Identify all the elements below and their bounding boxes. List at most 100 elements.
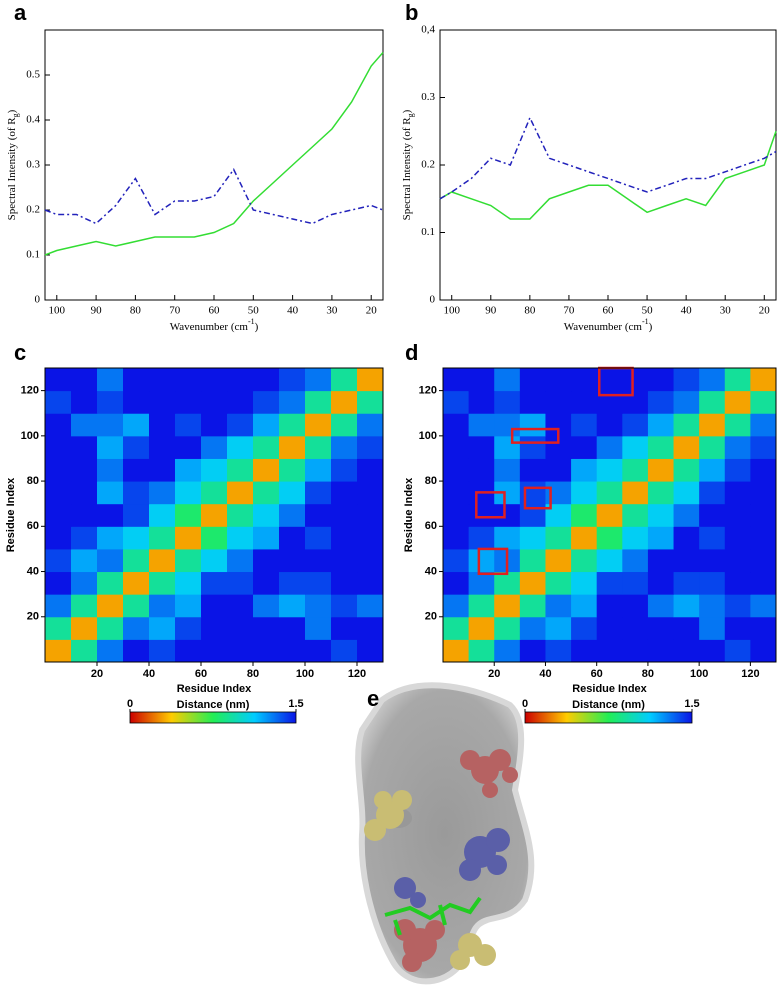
y-tick-label: 80 (425, 475, 437, 487)
heatmap-cell (123, 526, 150, 550)
heatmap-cell (750, 639, 777, 663)
x-label-end: ) (255, 321, 259, 333)
heatmap-cell (201, 435, 228, 459)
heatmap-cell (123, 390, 150, 414)
heatmap-cell (468, 503, 495, 527)
heatmap-cell (699, 413, 726, 437)
heatmap-cell (545, 526, 572, 550)
heatmap-cell (571, 503, 598, 527)
heatmap-cell (305, 435, 332, 459)
heatmap-cell (149, 594, 176, 618)
y-tick-label: 0,4 (421, 24, 435, 36)
x-tick-label: 90 (91, 305, 103, 317)
heatmap-cell (175, 639, 202, 663)
heatmap-cell (357, 639, 384, 663)
x-tick-label: 80 (130, 305, 142, 317)
x-tick-label: 100 (690, 668, 708, 680)
highlight-box (477, 547, 509, 576)
heatmap-cell (724, 458, 751, 482)
colorbar-tick-label: 1.5 (288, 698, 303, 710)
heatmap-cell (331, 368, 358, 392)
heatmap-cell (647, 571, 675, 595)
heatmap-cell (647, 458, 675, 482)
heatmap-cell (571, 368, 598, 392)
heatmap-cell (305, 458, 332, 482)
heatmap-cell (673, 526, 700, 550)
heatmap-cell (724, 639, 751, 663)
heatmap-cell (571, 458, 598, 482)
panel-label: b (405, 0, 418, 25)
heatmap-cell (494, 571, 521, 595)
heatmap-cell (123, 481, 150, 505)
x-tick-label: 70 (563, 305, 575, 317)
heatmap-cell (331, 616, 358, 640)
heatmap-cell (571, 435, 598, 459)
heatmap-cell (468, 548, 495, 573)
heatmap-cell (149, 458, 176, 482)
heatmap-cell (305, 639, 332, 663)
heatmap-cell (494, 526, 521, 550)
heatmap-cell (71, 368, 98, 392)
heatmap-cell (175, 616, 202, 640)
heatmap-cell (647, 594, 675, 618)
heatmap-cell (149, 571, 176, 595)
heatmap-cell (571, 594, 598, 618)
x-tick-label: 40 (681, 305, 693, 317)
heatmap-cell (149, 616, 176, 640)
heatmap-cell (647, 548, 675, 573)
heatmap-cell (724, 548, 751, 573)
x-tick-label: 90 (485, 305, 497, 317)
x-tick-label: 100 (49, 305, 66, 317)
heatmap-cell (596, 503, 623, 527)
y-tick-label: 100 (419, 430, 437, 442)
heatmap-cell (647, 413, 675, 437)
heatmap-cell (201, 481, 228, 505)
heatmap-cell (201, 458, 228, 482)
colorbar (524, 711, 693, 724)
x-tick-label: 80 (524, 305, 536, 317)
heatmap-cell (357, 481, 384, 505)
x-axis-label: Wavenumber (cm-1) (170, 317, 259, 333)
heatmap-cell (97, 639, 124, 663)
x-tick-label: 40 (287, 305, 299, 317)
x-tick-label: 50 (642, 305, 654, 317)
heatmap-cell (571, 526, 598, 550)
x-tick-label: 20 (91, 668, 103, 680)
heatmap-cell (253, 616, 280, 640)
heatmap-cell (175, 548, 202, 573)
heatmap-cell (357, 435, 384, 459)
heatmap-cell (468, 390, 495, 414)
heatmap-cell (305, 368, 332, 392)
heatmap-cell (279, 435, 306, 459)
y-tick-label: 0.4 (26, 114, 40, 126)
heatmap-cell (596, 548, 623, 573)
y-label-sub: g (11, 113, 20, 117)
heatmap-cell (331, 503, 358, 527)
y-tick-label: 0.5 (26, 69, 40, 81)
x-label-text: Wavenumber (cm (564, 321, 643, 333)
x-tick-label: 40 (143, 668, 155, 680)
y-tick-label: 40 (27, 565, 39, 577)
heatmap-cell (443, 390, 470, 414)
heatmap-cell (149, 481, 176, 505)
heatmap-cell (201, 548, 228, 573)
heatmap-cell (227, 390, 254, 414)
y-label-end: ) (401, 109, 413, 113)
colorbar-label: Distance (nm) (177, 699, 250, 711)
heatmap-cell (71, 616, 98, 640)
highlight-box (475, 491, 506, 519)
heatmap-cell (305, 548, 332, 573)
heatmap-cell (71, 571, 98, 595)
y-tick-label: 0.1 (421, 226, 435, 238)
heatmap-cell (227, 481, 254, 505)
colorbar-label: Distance (nm) (572, 699, 645, 711)
heatmap-cell (97, 368, 124, 392)
heatmap-cell (357, 616, 384, 640)
heatmap-cell (331, 413, 358, 437)
x-tick-label: 20 (488, 668, 500, 680)
heatmap-cell (227, 571, 254, 595)
heatmap-cell (443, 594, 470, 618)
heatmap-cell (97, 503, 124, 527)
heatmap-cell (699, 526, 726, 550)
heatmap-cell (750, 503, 777, 527)
